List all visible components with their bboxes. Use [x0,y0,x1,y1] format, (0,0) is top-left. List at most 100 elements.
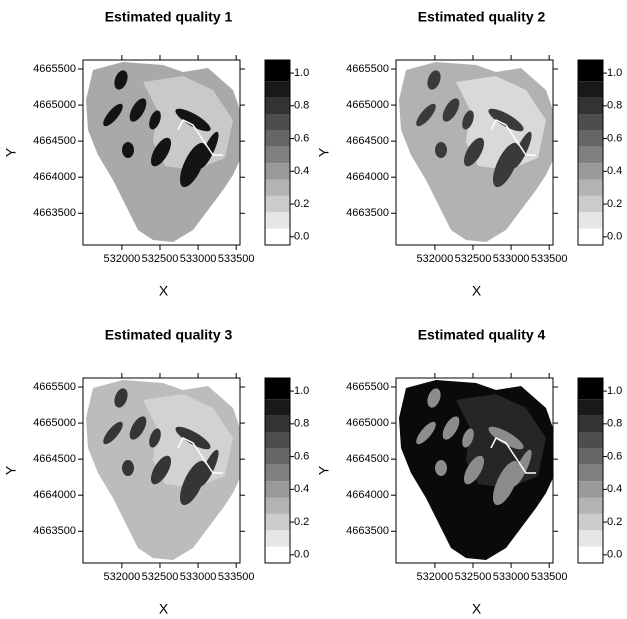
plot-frame [82,377,241,564]
panel-title: Estimated quality 3 [105,327,233,343]
colorbar-tick-label: 1.0 [294,67,309,79]
x-tick-label: 532500 [455,571,492,583]
colorbar-band [265,448,290,465]
map-patch [492,460,520,506]
y-tick-label: 4665500 [346,63,389,75]
panel: Estimated quality 1 532000 532500 533000 533… [3,9,310,299]
colorbar-band [265,415,290,433]
y-tick-label: 4664000 [33,489,76,501]
x-tick-label: 533500 [218,253,255,265]
y-tick-label: 4663500 [346,207,389,219]
colorbar-band [578,212,603,229]
colorbar-tick-label: 0.0 [607,549,622,561]
colorbar-band [578,146,603,164]
colorbar-tick-label: 0.0 [607,231,622,243]
x-tick-label: 533000 [493,571,530,583]
y-tick-label: 4663500 [346,525,389,537]
colorbar-band [578,530,603,547]
x-tick-label: 533000 [493,253,530,265]
y-tick-label: 4665500 [33,63,76,75]
plot-frame [395,59,554,246]
map-river [177,118,223,156]
panel: Estimated quality 2 532000 532500 533000 533… [316,9,623,299]
map-patch [463,455,485,485]
y-axis-label: Y [3,147,19,157]
colorbar-tick-label: 0.6 [294,132,309,144]
x-axis-label: X [159,601,169,617]
colorbar-tick-label: 0.8 [607,100,622,112]
colorbar-band [578,464,603,482]
colorbar-band [265,497,290,514]
colorbar-tick-label: 0.6 [607,132,622,144]
map-river [490,436,536,474]
colorbar-band [265,97,290,115]
colorbar-tick-label: 1.0 [294,385,309,397]
colorbar-band [578,448,603,465]
map-patch [492,142,520,188]
map-patch [114,70,128,90]
colorbar-band [578,179,603,196]
map-patch [150,455,172,485]
plot-frame [395,377,554,564]
map-patch [150,137,172,167]
map-patch [435,460,447,476]
colorbar-band [265,481,290,498]
colorbar-band [578,130,603,147]
colorbar-tick-label: 0.2 [607,516,622,528]
x-tick-label: 533000 [180,571,217,583]
panel-title: Estimated quality 4 [418,327,546,343]
colorbar-band [578,60,603,82]
colorbar-band [578,497,603,514]
x-tick-label: 533500 [531,253,568,265]
map-river [490,118,536,156]
y-axis-label: Y [316,465,332,475]
plot-frame [82,59,241,246]
colorbar-band [265,130,290,147]
x-tick-label: 532500 [455,253,492,265]
colorbar-band [265,163,290,180]
map-patch [462,110,474,130]
colorbar-band [578,163,603,180]
map-river [177,436,223,474]
colorbar-band [265,146,290,164]
colorbar-tick-label: 0.4 [294,165,309,177]
panel: Estimated quality 4 532000 532500 533000 533… [316,327,623,617]
map-patch [129,98,147,122]
map-patch [427,388,441,408]
colorbar-tick-label: 0.2 [294,198,309,210]
y-tick-label: 4663500 [33,207,76,219]
x-tick-label: 532000 [104,253,141,265]
y-tick-label: 4665000 [346,417,389,429]
colorbar-band [265,399,290,416]
colorbar-frame [264,377,291,564]
y-tick-label: 4664000 [346,171,389,183]
colorbar-band [265,114,290,131]
map-patch [103,103,123,127]
colorbar-frame [577,59,604,246]
panel: Estimated quality 3 532000 532500 533000 533… [3,327,310,617]
colorbar-band [265,195,290,213]
map-patch [442,416,460,440]
x-axis-label: X [472,283,482,299]
y-tick-label: 4664500 [33,135,76,147]
colorbar-band [578,481,603,498]
x-tick-label: 532000 [417,571,454,583]
x-axis-label: X [159,283,169,299]
x-tick-label: 532000 [104,571,141,583]
colorbar-band [265,179,290,196]
y-tick-label: 4663500 [33,525,76,537]
colorbar-band [578,415,603,433]
colorbar-band [578,546,603,563]
colorbar-band [578,114,603,131]
colorbar-band [265,513,290,531]
x-tick-label: 533500 [531,571,568,583]
y-tick-label: 4664500 [33,453,76,465]
colorbar-tick-label: 0.6 [607,450,622,462]
y-tick-label: 4664500 [346,453,389,465]
colorbar-band [578,97,603,115]
colorbar-band [578,81,603,98]
colorbar-tick-label: 0.6 [294,450,309,462]
map-patch [179,142,207,188]
map-patch [179,460,207,506]
